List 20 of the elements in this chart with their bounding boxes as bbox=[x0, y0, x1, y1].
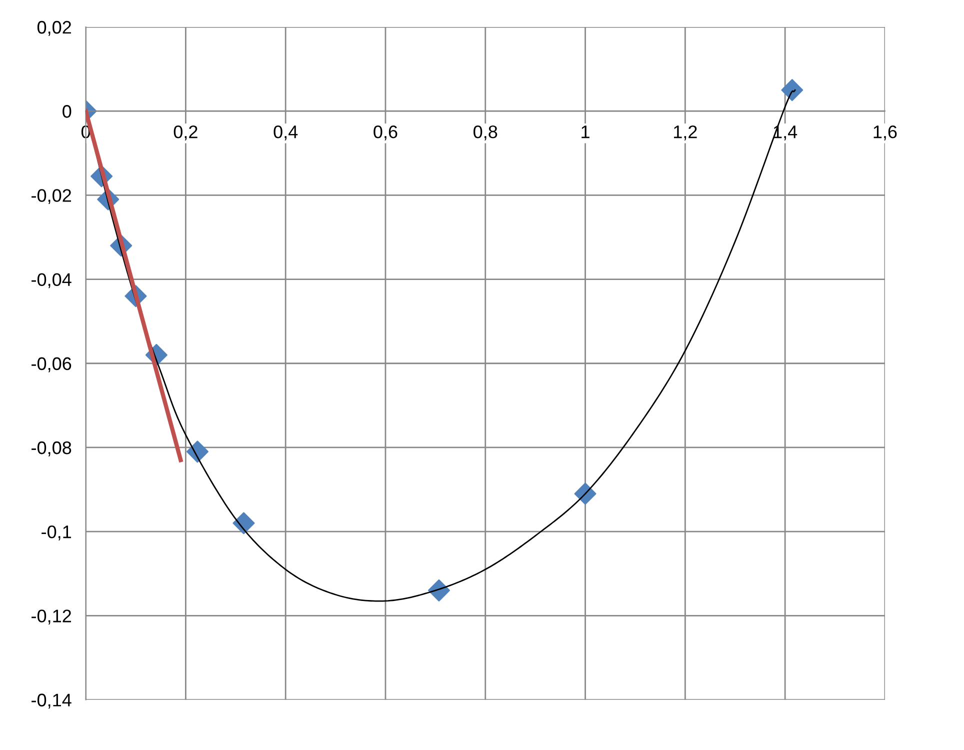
y-tick-label: 0,02 bbox=[37, 20, 72, 36]
y-tick-label: 0 bbox=[62, 105, 72, 118]
x-tick-label: 1 bbox=[582, 126, 590, 138]
x-tick-label: 0,4 bbox=[274, 125, 298, 140]
point bbox=[574, 482, 596, 505]
y-tick-label: -0,08 bbox=[32, 441, 72, 456]
y-tick-label: -0,12 bbox=[32, 610, 72, 625]
x-tick-label: 1,2 bbox=[674, 125, 697, 140]
y-tick-label: -0,02 bbox=[32, 189, 72, 204]
x-tick-label: 0,6 bbox=[374, 125, 398, 140]
x-tick-label: 0,2 bbox=[174, 125, 198, 140]
x-tick-label: 1,6 bbox=[874, 125, 897, 140]
point bbox=[232, 512, 255, 534]
point bbox=[186, 440, 208, 463]
y-tick-label: -0,1 bbox=[42, 525, 72, 540]
y-tick-label: -0,06 bbox=[32, 357, 72, 372]
point bbox=[781, 79, 804, 102]
y-tick-label: -0,04 bbox=[32, 273, 72, 288]
y-tick-label: -0,14 bbox=[32, 694, 72, 709]
x-tick-label: 0,8 bbox=[474, 125, 498, 140]
